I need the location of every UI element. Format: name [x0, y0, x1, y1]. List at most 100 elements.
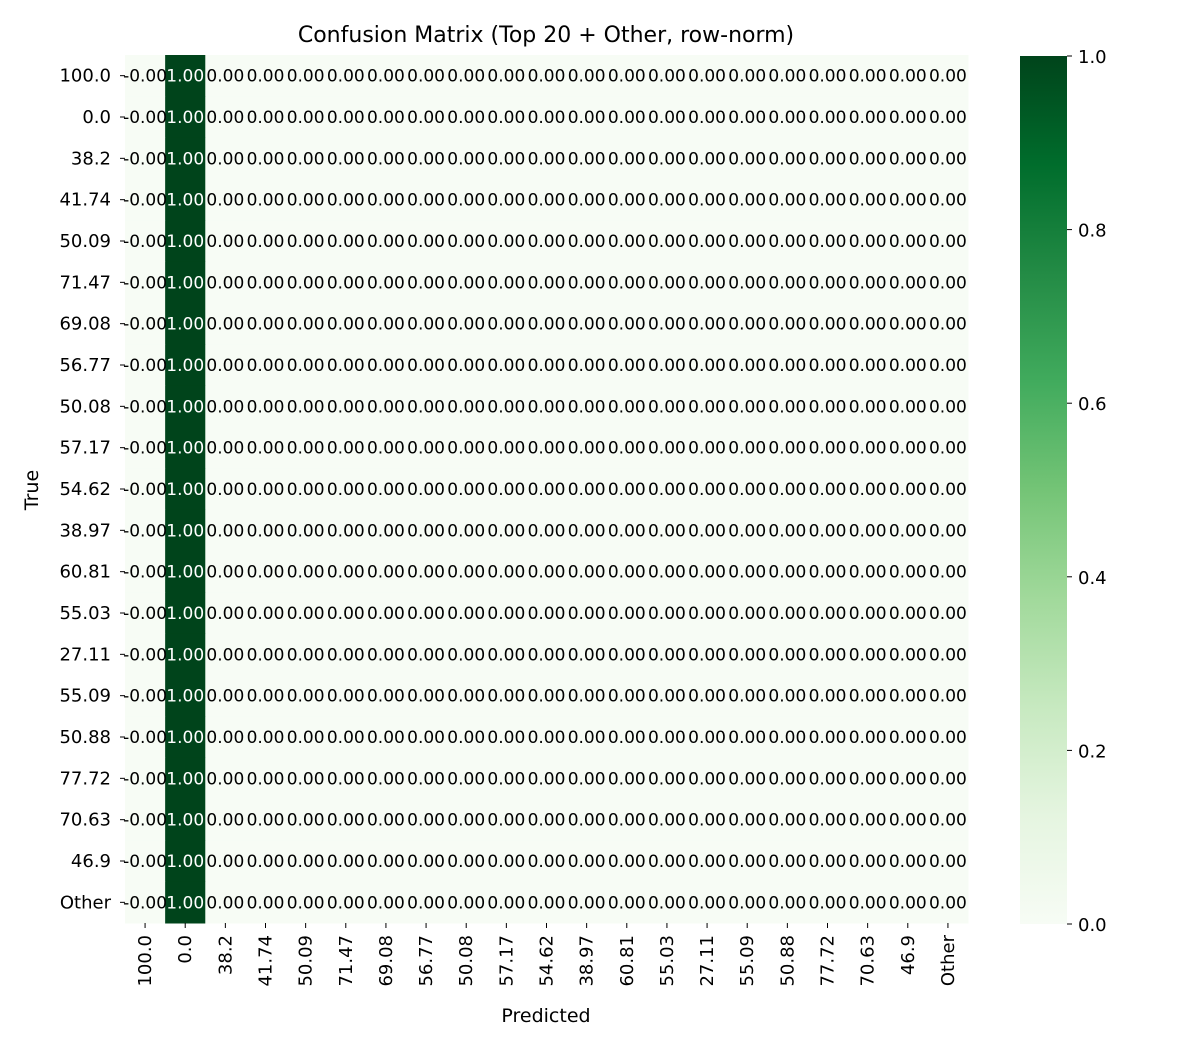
cell-value-label: 0.00 [849, 356, 887, 376]
heatmap-cell [165, 757, 206, 800]
heatmap-cell [807, 427, 849, 469]
heatmap-cell [125, 137, 166, 180]
cell-value-label: 0.00 [608, 439, 646, 459]
cell-value-label: 0.00 [247, 439, 285, 459]
heatmap-cell [486, 137, 527, 180]
heatmap-cell [807, 509, 849, 552]
cell-value-label: 1.00 [166, 563, 204, 583]
heatmap-cell [526, 179, 568, 221]
cell-value-label: 0.00 [728, 563, 766, 583]
cell-value-label: 0.00 [768, 67, 806, 87]
cell-value-label: 0.00 [447, 108, 485, 128]
cell-value-label: 0.00 [447, 645, 485, 665]
heatmap-cell [566, 716, 608, 759]
cell-value-label: 0.00 [568, 67, 606, 87]
cell-value-label: 0.00 [327, 687, 365, 707]
cell-value-label: 0.00 [648, 604, 686, 624]
heatmap-cell [566, 303, 608, 345]
heatmap-cell [646, 179, 688, 221]
cell-value-label: 0.00 [688, 645, 726, 665]
y-tick-label: 69.08 [59, 314, 111, 335]
cell-value-label: 0.00 [487, 563, 525, 583]
cell-value-label: 0.00 [407, 687, 445, 707]
cell-value-label: 0.00 [809, 397, 847, 417]
heatmap-cell [646, 757, 688, 800]
heatmap-cell [887, 799, 929, 841]
heatmap-cell [606, 716, 648, 759]
cell-value-label: 0.00 [648, 563, 686, 583]
cell-value-label: 0.00 [608, 893, 646, 913]
y-tick-label: 46.9 [71, 851, 111, 872]
cell-value-label: 0.00 [367, 67, 405, 87]
heatmap-cell [365, 716, 407, 759]
cell-value-label: 0.00 [768, 439, 806, 459]
heatmap-cell [125, 468, 166, 511]
cell-value-label: 0.00 [407, 439, 445, 459]
cell-value-label: 0.00 [648, 108, 686, 128]
heatmap-cell [486, 55, 527, 97]
heatmap-cell [887, 840, 929, 883]
heatmap-cell [125, 179, 166, 221]
cell-value-label: 0.00 [849, 480, 887, 500]
heatmap-cell [687, 592, 728, 635]
cell-value-label: 1.00 [166, 149, 204, 169]
heatmap-cell [727, 179, 768, 221]
colorbar-gradient [1020, 56, 1067, 924]
y-axis-ticks: 100.0 0.0 38.2 41.74 50.09 71.47 69.08 56.77 50.… [59, 66, 125, 913]
colorbar-tick-label: 0.0 [1078, 915, 1107, 936]
heatmap-cell [125, 427, 166, 469]
cell-value-label: 0.00 [247, 67, 285, 87]
cell-value-label: 0.00 [608, 480, 646, 500]
heatmap-cell [165, 799, 206, 841]
cell-value-label: 0.00 [568, 852, 606, 872]
heatmap-cell [727, 675, 768, 717]
heatmap-cell [486, 592, 527, 635]
cell-value-label: 0.00 [528, 521, 566, 541]
heatmap-cell [486, 799, 527, 841]
x-tick-label: 60.81 [617, 935, 638, 987]
heatmap-cell [406, 427, 447, 469]
heatmap-cell [165, 55, 206, 97]
cell-value-label: 1.00 [166, 521, 204, 541]
heatmap-cell [365, 220, 407, 263]
heatmap-cell [486, 261, 527, 304]
cell-value-label: 0.00 [889, 893, 927, 913]
heatmap-cell [847, 344, 889, 387]
heatmap-cell [165, 675, 206, 717]
cell-value-label: 0.00 [287, 315, 325, 335]
heatmap-cell [606, 757, 648, 800]
x-tick-label: 55.09 [737, 935, 758, 987]
heatmap-cell [687, 137, 728, 180]
cell-value-label: 0.00 [407, 108, 445, 128]
heatmap-cell [325, 757, 367, 800]
cell-value-label: 0.00 [447, 769, 485, 789]
heatmap-cell [847, 468, 889, 511]
heatmap-cell [165, 303, 206, 345]
heatmap-cell [526, 592, 568, 635]
cell-value-label: 0.00 [327, 563, 365, 583]
cell-value-label: 0.00 [247, 769, 285, 789]
cell-value-label: 0.00 [728, 604, 766, 624]
heatmap-cell [125, 344, 166, 387]
heatmap-cell [687, 716, 728, 759]
heatmap-cell [406, 303, 447, 345]
heatmap-cell [205, 427, 246, 469]
heatmap-cell [406, 55, 447, 97]
heatmap-cell [446, 385, 487, 428]
heatmap-cell [285, 675, 327, 717]
cell-value-label: 0.00 [287, 893, 325, 913]
heatmap-cell [526, 385, 568, 428]
heatmap-cell [406, 757, 447, 800]
cell-value-label: 0.00 [528, 356, 566, 376]
cell-value-label: -0.00 [123, 67, 167, 87]
cell-value-label: 0.00 [568, 893, 606, 913]
cell-value-label: -0.00 [123, 480, 167, 500]
cell-value-label: 0.00 [688, 232, 726, 252]
heatmap-cell [205, 55, 246, 97]
cell-value-label: 0.00 [367, 811, 405, 831]
cell-value-label: 0.00 [688, 439, 726, 459]
cell-value-label: 1.00 [166, 315, 204, 335]
heatmap-cell [646, 385, 688, 428]
heatmap-cell [646, 344, 688, 387]
heatmap-cell [285, 344, 327, 387]
